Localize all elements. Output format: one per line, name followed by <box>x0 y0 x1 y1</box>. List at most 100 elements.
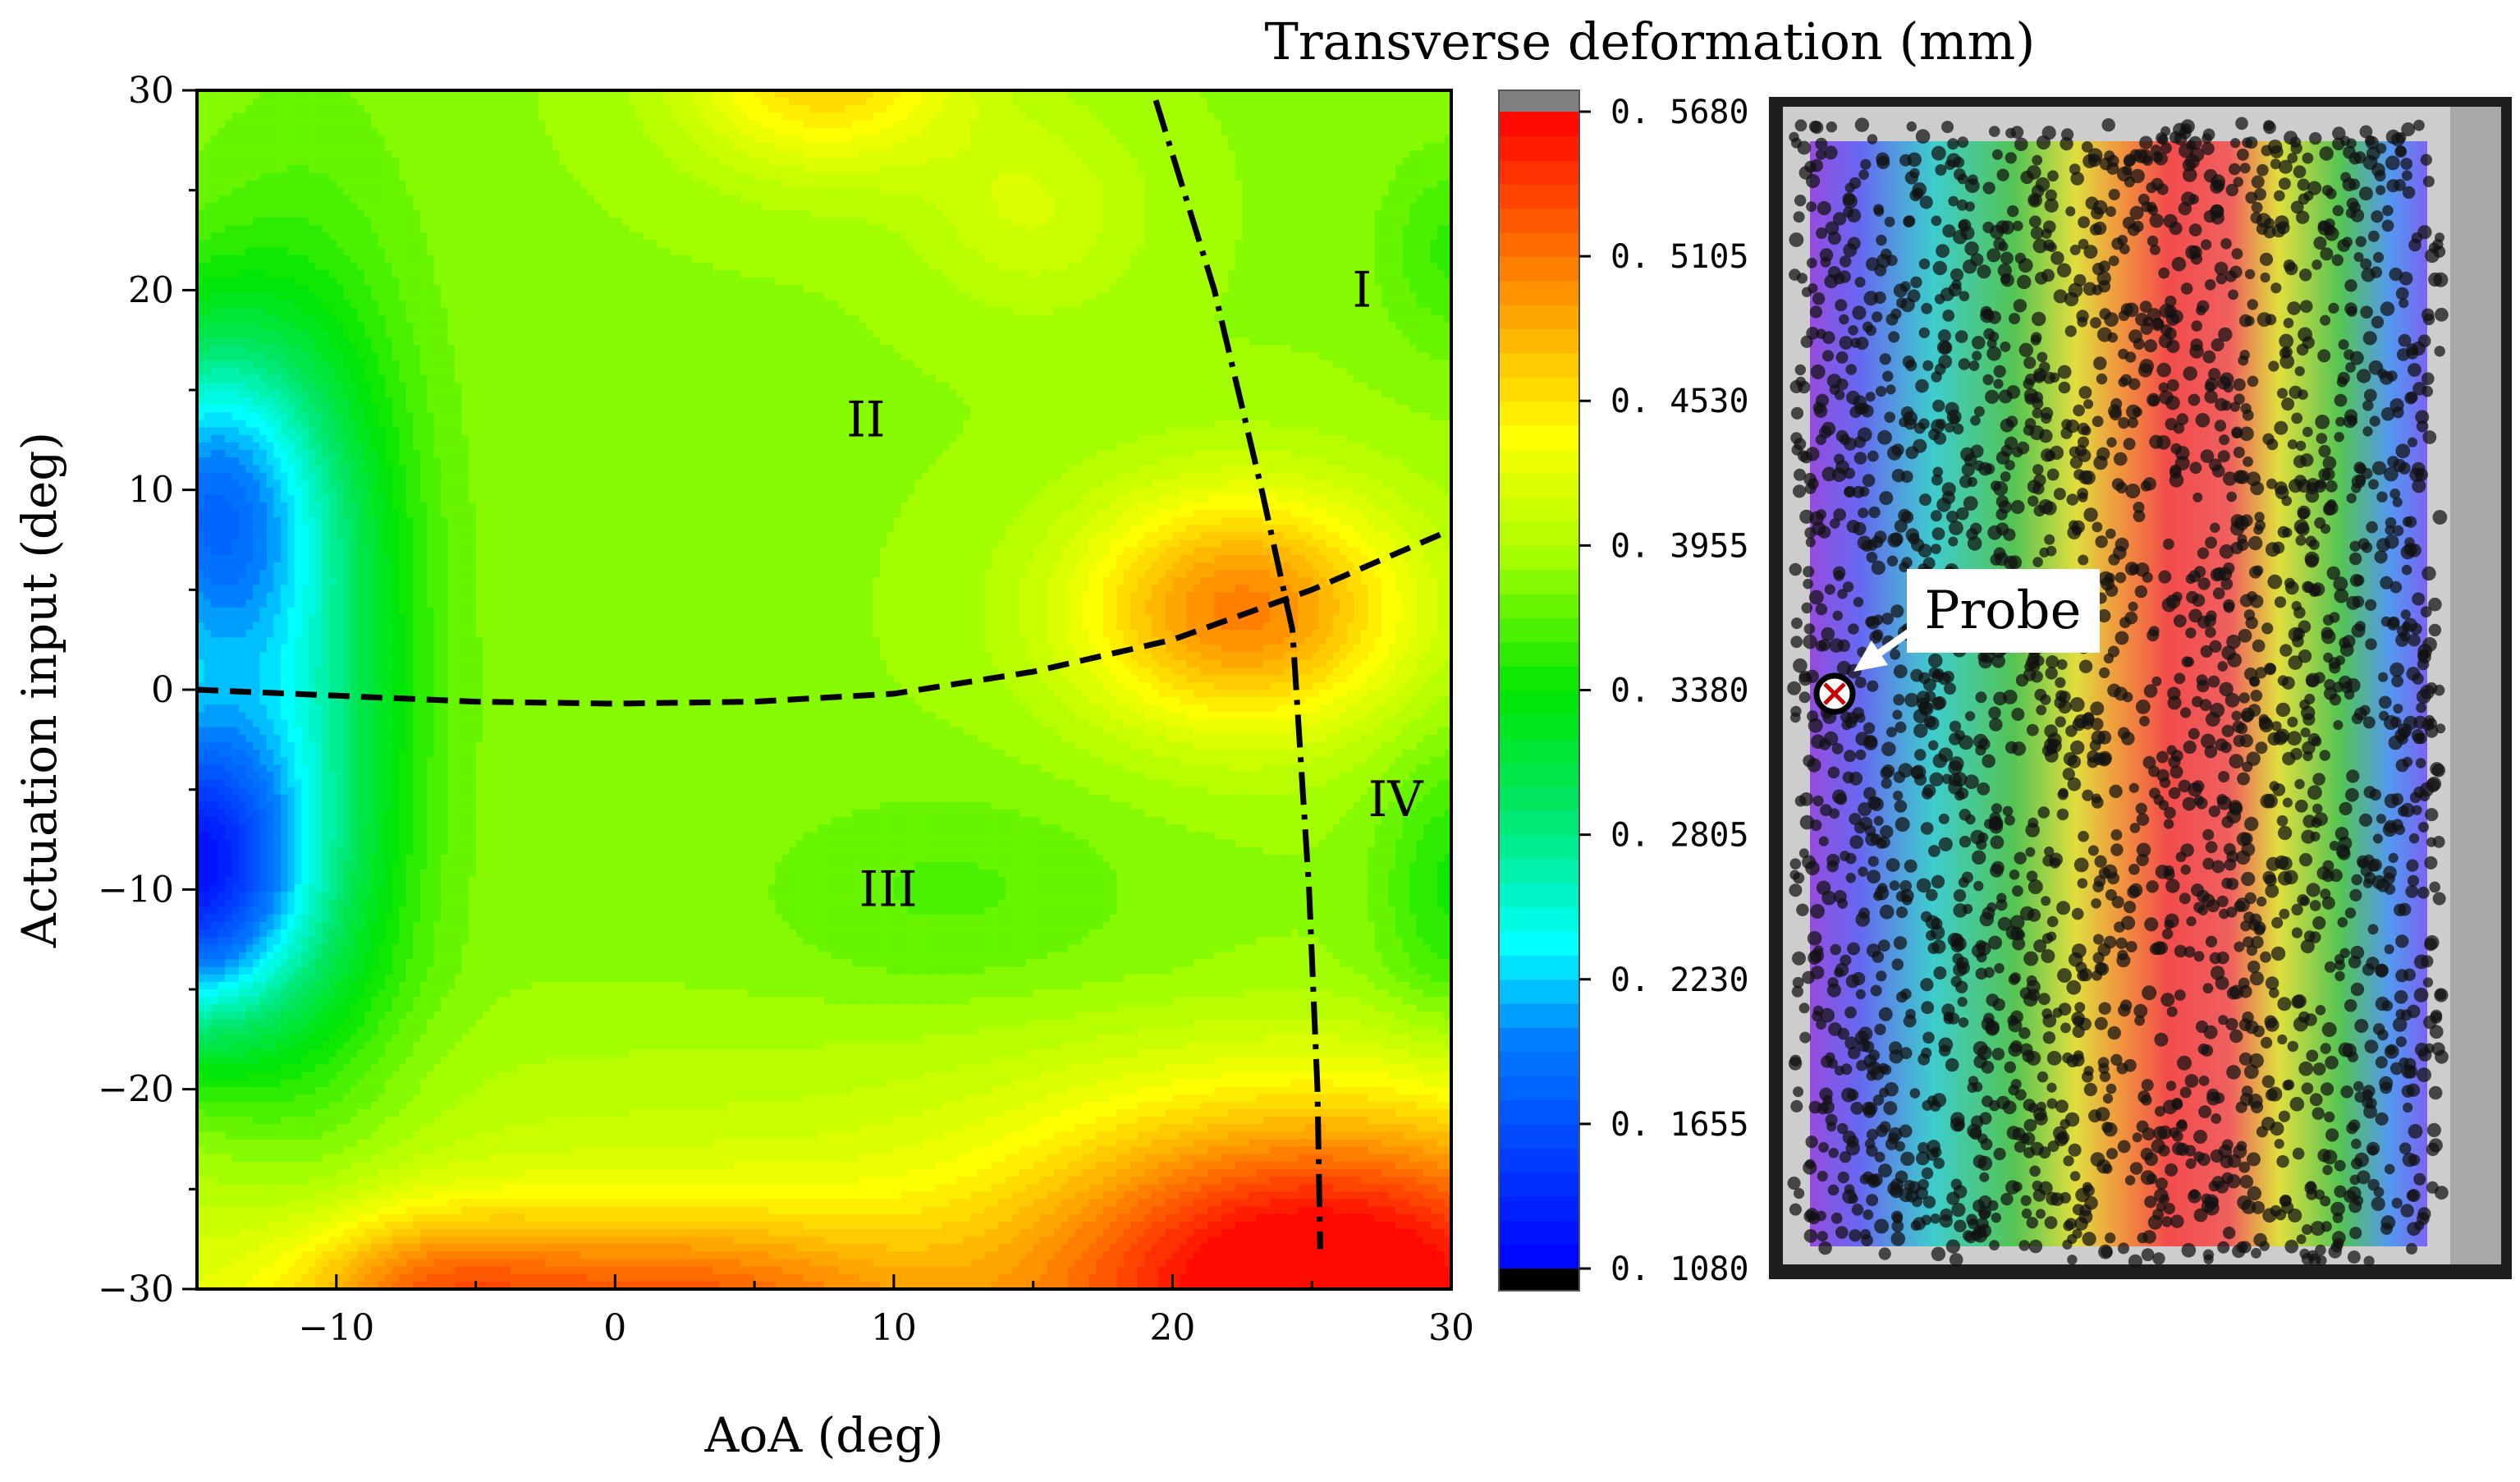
contour-cell <box>308 405 316 413</box>
contour-cell <box>385 307 393 316</box>
contour-cell <box>343 210 351 218</box>
contour-cell <box>364 810 372 818</box>
contour-cell <box>273 614 282 623</box>
contour-cell <box>405 1184 414 1192</box>
contour-cell <box>204 1109 212 1117</box>
contour-cell <box>392 1161 400 1170</box>
contour-cell <box>371 374 379 383</box>
contour-cell <box>405 240 414 249</box>
contour-cell <box>218 1124 226 1132</box>
contour-cell <box>301 637 309 645</box>
contour-cell <box>364 861 372 870</box>
contour-cell <box>392 554 400 563</box>
contour-cell <box>371 884 379 892</box>
contour-cell <box>385 599 393 608</box>
contour-cell <box>364 472 372 481</box>
contour-cell <box>322 577 330 585</box>
contour-cell <box>294 502 302 511</box>
contour-cell <box>385 697 393 705</box>
contour-cell <box>273 966 282 975</box>
contour-cell <box>392 532 400 541</box>
contour-cell <box>322 1094 330 1103</box>
contour-cell <box>218 1101 226 1110</box>
contour-cell <box>197 285 205 293</box>
contour-cell <box>315 937 323 945</box>
contour-cell <box>197 1199 205 1208</box>
contour-cell <box>266 262 274 271</box>
contour-cell <box>378 314 386 323</box>
contour-cell <box>336 1206 344 1215</box>
contour-cell <box>280 854 288 863</box>
contour-cell <box>301 599 309 608</box>
contour-cell <box>301 1049 309 1058</box>
contour-cell <box>371 1034 379 1043</box>
contour-cell <box>218 801 226 810</box>
contour-cell <box>385 487 393 496</box>
contour-cell <box>308 899 316 908</box>
contour-cell <box>273 734 282 743</box>
contour-cell <box>336 892 344 901</box>
contour-cell <box>259 637 268 645</box>
contour-cell <box>350 810 358 818</box>
contour-cell <box>343 1161 351 1170</box>
contour-cell <box>252 817 260 825</box>
contour-cell <box>350 734 358 743</box>
contour-cell <box>294 374 302 383</box>
contour-cell <box>357 1266 365 1275</box>
contour-cell <box>301 750 309 758</box>
contour-cell <box>371 794 379 803</box>
contour-cell <box>266 360 274 369</box>
contour-cell <box>336 1259 344 1268</box>
contour-cell <box>308 757 316 765</box>
contour-cell <box>287 1026 296 1035</box>
contour-cell <box>287 630 296 638</box>
contour-cell <box>224 1109 233 1117</box>
contour-cell <box>378 165 386 173</box>
contour-cell <box>238 270 247 278</box>
contour-cell <box>259 1139 268 1148</box>
contour-cell <box>392 150 400 158</box>
contour-cell <box>336 719 344 728</box>
contour-cell <box>245 637 254 645</box>
contour-cell <box>294 127 302 136</box>
contour-cell <box>371 412 379 421</box>
contour-cell <box>308 210 316 218</box>
contour-cell <box>224 427 233 436</box>
contour-cell <box>273 360 282 369</box>
contour-cell <box>350 585 358 593</box>
contour-cell <box>204 442 212 451</box>
contour-cell <box>259 974 268 983</box>
contour-cell <box>308 801 316 810</box>
contour-cell <box>308 674 316 683</box>
contour-cell <box>259 952 268 961</box>
contour-cell <box>204 1251 212 1260</box>
contour-cell <box>301 434 309 443</box>
contour-cell <box>350 225 358 233</box>
contour-cell <box>280 810 288 818</box>
contour-cell <box>301 510 309 518</box>
contour-cell <box>245 517 254 525</box>
contour-cell <box>287 532 296 541</box>
contour-cell <box>197 1071 205 1081</box>
contour-cell <box>399 1124 407 1132</box>
contour-cell <box>371 1251 379 1260</box>
contour-cell <box>210 1012 219 1021</box>
contour-cell <box>238 750 247 758</box>
contour-cell <box>294 824 302 833</box>
contour-cell <box>252 195 260 204</box>
contour-cell <box>405 869 414 878</box>
contour-cell <box>336 622 344 631</box>
contour-cell <box>210 300 219 309</box>
contour-cell <box>301 1169 309 1177</box>
contour-cell <box>266 1117 274 1125</box>
contour-cell <box>405 952 414 961</box>
contour-cell <box>224 218 233 226</box>
contour-cell <box>371 929 379 938</box>
contour-cell <box>364 1206 372 1215</box>
contour-cell <box>350 1079 358 1088</box>
contour-cell <box>259 929 268 938</box>
contour-cell <box>218 210 226 218</box>
contour-cell <box>210 921 219 930</box>
contour-cell <box>405 525 414 533</box>
contour-cell <box>294 337 302 346</box>
